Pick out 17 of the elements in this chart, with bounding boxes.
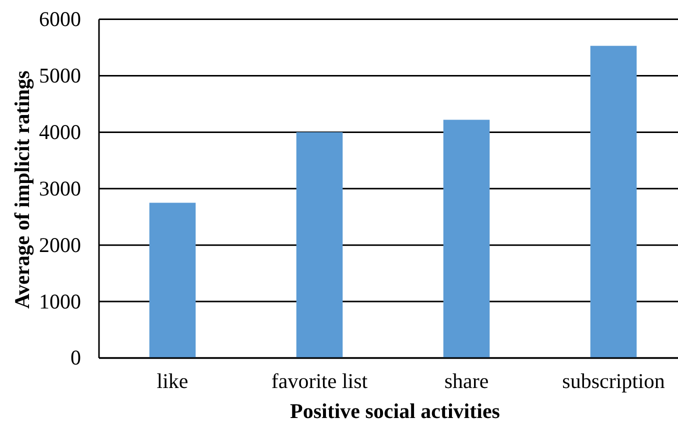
bar [296, 132, 343, 358]
y-axis-title: Average of implicit ratings [10, 70, 34, 309]
y-tick-label: 2000 [39, 232, 81, 257]
y-tick-label: 5000 [39, 63, 81, 88]
x-tick-label: subscription [562, 368, 666, 393]
y-tick-label: 4000 [39, 120, 81, 144]
x-tick-label: share [444, 368, 489, 393]
bar [590, 46, 637, 358]
y-tick-label: 1000 [39, 289, 81, 314]
y-tick-label: 3000 [39, 176, 81, 200]
y-tick-label: 0 [70, 346, 81, 370]
y-tick-label: 6000 [39, 7, 81, 32]
bar [149, 202, 196, 358]
bar [443, 120, 490, 358]
x-axis-title: Positive social activities [290, 399, 500, 423]
x-tick-label: like [156, 368, 188, 393]
x-tick-label: favorite list [271, 368, 368, 393]
